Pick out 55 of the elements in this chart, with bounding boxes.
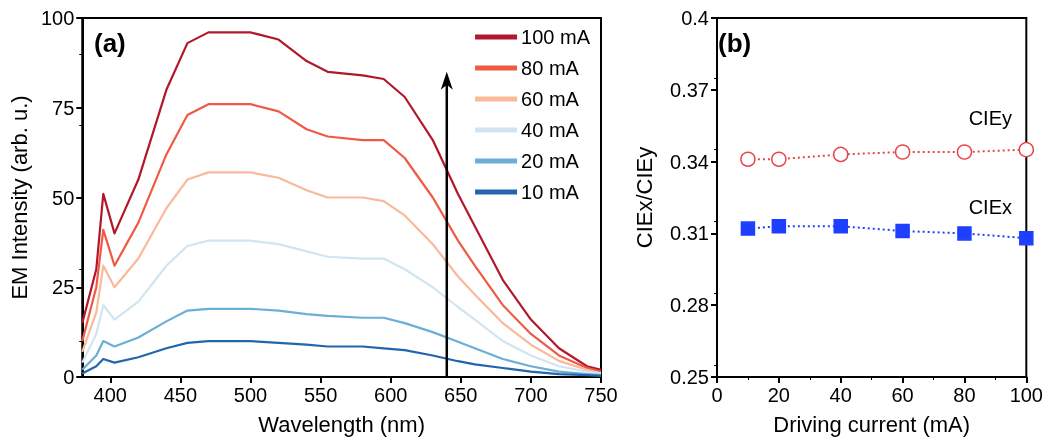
point: [1018, 141, 1035, 158]
x-tick-label: 80: [953, 384, 976, 406]
y-axis-title: CIEx/CIEy: [631, 146, 657, 249]
y-axis-title: EM Intensity (arb. u.): [6, 95, 32, 300]
point: [832, 146, 849, 163]
x-tick-label: 600: [374, 384, 408, 406]
legend-label: 20 mA: [521, 150, 580, 172]
legend-label: 60 mA: [521, 88, 580, 110]
point: [771, 218, 787, 234]
line-series: [81, 31, 603, 371]
y-tick-label: 75: [52, 96, 75, 119]
x-tick-label: 500: [233, 384, 268, 406]
point: [771, 151, 787, 167]
legend-label: 10 mA: [521, 181, 580, 203]
x-tick-label: 750: [584, 384, 618, 406]
point: [833, 218, 848, 234]
y-tick-label: 100: [40, 7, 75, 29]
y-tick-label: 0.34: [670, 150, 709, 173]
annotation: (a): [94, 28, 126, 58]
x-tick-label: 700: [514, 384, 548, 406]
point: [1019, 230, 1034, 246]
x-tick-label: 100: [1009, 384, 1043, 406]
x-axis-title: Wavelength (nm): [258, 411, 425, 437]
y-tick-label: 0.37: [670, 78, 709, 101]
point: [895, 223, 910, 239]
legend-label: 100 mA: [521, 26, 591, 48]
legend-label: 40 mA: [521, 119, 580, 141]
x-tick-label: 20: [767, 384, 790, 406]
x-axis-title: Driving current (mA): [773, 411, 971, 437]
legend-label: 80 mA: [521, 57, 580, 79]
x-tick-label: 400: [93, 384, 127, 406]
point: [957, 226, 972, 241]
point: [740, 151, 756, 167]
x-tick-label: 60: [891, 384, 914, 406]
x-tick-label: 550: [303, 384, 338, 406]
point: [956, 144, 973, 160]
y-tick-label: 0: [63, 366, 75, 388]
y-tick-label: 50: [52, 186, 75, 209]
line-series: [81, 340, 603, 378]
y-tick-label: 0.31: [670, 222, 709, 245]
x-tick-label: 0: [711, 384, 723, 406]
series-label: CIEx: [968, 195, 1012, 218]
line-series: [81, 307, 603, 377]
x-tick-label: 650: [444, 384, 478, 406]
y-tick-label: 0.4: [681, 7, 709, 29]
y-tick-label: 25: [52, 276, 75, 299]
point: [740, 221, 756, 236]
annotation: (b): [718, 28, 752, 58]
x-tick-label: 450: [163, 384, 198, 406]
line-series: [81, 239, 603, 375]
y-tick-label: 0.25: [670, 366, 709, 388]
series-label: CIEy: [968, 106, 1012, 129]
point: [894, 144, 911, 160]
y-tick-label: 0.28: [670, 294, 709, 317]
x-tick-label: 40: [829, 384, 852, 406]
